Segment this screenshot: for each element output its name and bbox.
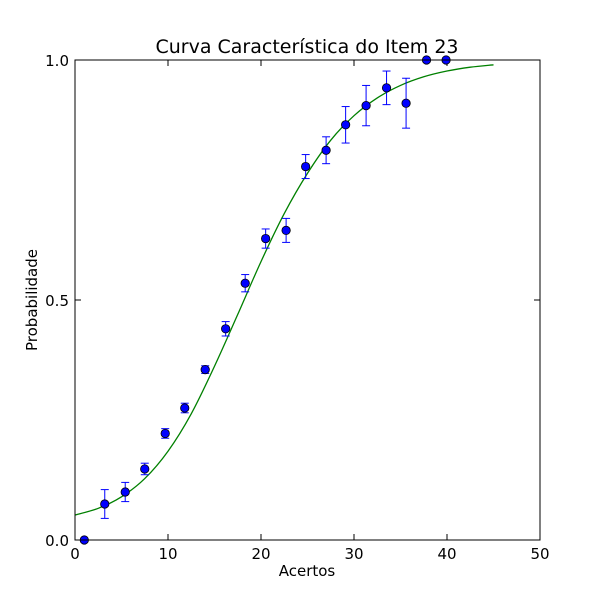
data-point — [261, 233, 271, 244]
data-point — [221, 324, 231, 334]
x-tick-label: 40 — [437, 545, 456, 563]
data-point — [281, 225, 291, 235]
data-point — [140, 464, 150, 474]
x-tick-label: 20 — [251, 545, 270, 563]
data-point — [120, 487, 130, 497]
x-axis-label: Acertos — [279, 562, 336, 580]
data-point — [180, 403, 190, 413]
data-point — [160, 428, 170, 439]
y-axis-label: Probabilidade — [23, 249, 41, 351]
data-point — [401, 98, 411, 108]
y-tick-label: 1.0 — [45, 52, 69, 70]
chart-title: Curva Característica do Item 23 — [155, 36, 458, 58]
y-tick-label: 0.0 — [45, 532, 69, 550]
data-point — [321, 145, 331, 155]
data-point — [341, 120, 351, 130]
plot-frame — [74, 59, 541, 541]
fitted-curve-line — [74, 64, 494, 516]
data-point — [240, 278, 250, 288]
data-point — [301, 161, 311, 172]
data-point — [200, 364, 210, 375]
x-tick-label: 10 — [158, 545, 177, 563]
x-tick-label: 50 — [530, 545, 549, 563]
data-point — [381, 83, 392, 93]
plot-area: 0 10 20 30 40 50 0.0 0.5 1.0 — [45, 52, 549, 563]
x-tick-label: 30 — [344, 545, 363, 563]
x-tick-label: 0 — [70, 545, 80, 563]
data-point — [100, 499, 110, 509]
y-tick-label: 0.5 — [45, 292, 69, 310]
data-point — [361, 101, 371, 111]
